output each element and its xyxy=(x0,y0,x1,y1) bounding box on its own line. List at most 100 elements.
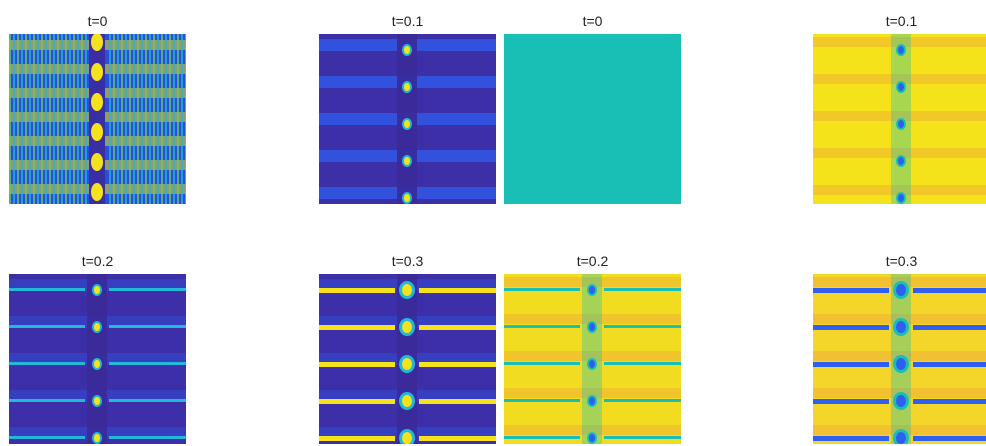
heatmap-stripe xyxy=(165,34,167,204)
heatmap-svg xyxy=(9,34,186,204)
heatmap-line xyxy=(813,288,889,293)
heatmap-spot xyxy=(898,83,904,91)
heatmap-image xyxy=(319,34,496,204)
heatmap-line xyxy=(419,362,496,367)
heatmap-svg xyxy=(9,274,186,444)
heatmap-line xyxy=(109,436,186,439)
heatmap-spot xyxy=(589,360,595,368)
heatmap-line xyxy=(504,288,580,291)
heatmap-line xyxy=(604,288,681,291)
heatmap-spot xyxy=(898,120,904,128)
heatmap-svg xyxy=(504,34,681,204)
heatmap-stripe xyxy=(181,34,183,204)
heatmap-spot xyxy=(91,34,103,51)
heatmap-line xyxy=(419,325,496,330)
heatmap-line xyxy=(319,436,395,441)
heatmap-stripe xyxy=(149,34,151,204)
heatmap-spot xyxy=(896,432,906,444)
heatmap-spot xyxy=(91,123,103,141)
heatmap-line xyxy=(319,362,395,367)
heatmap-stripe xyxy=(29,34,31,204)
heatmap-line xyxy=(504,325,580,328)
heatmap-image xyxy=(504,34,681,204)
heatmap-spot xyxy=(91,93,103,111)
heatmap-stripe xyxy=(161,34,163,204)
heatmap-line xyxy=(9,399,85,402)
heatmap-image xyxy=(9,34,186,204)
heatmap-spot xyxy=(404,83,410,91)
panel-title: t=0 xyxy=(582,13,603,29)
heatmap-spot xyxy=(589,397,595,405)
heatmap-image xyxy=(9,274,186,444)
heatmap-line xyxy=(419,288,496,293)
heatmap-band xyxy=(504,425,681,435)
heatmap-stripe xyxy=(113,34,115,204)
heatmap-stripe xyxy=(53,34,55,204)
heatmap-spot xyxy=(896,358,906,370)
heatmap-line xyxy=(319,325,395,330)
heatmap-line xyxy=(813,399,889,404)
heatmap-stripe xyxy=(17,34,19,204)
heatmap-line xyxy=(813,362,889,367)
heatmap-line xyxy=(109,288,186,291)
heatmap-stripe xyxy=(153,34,155,204)
heatmap-stripe xyxy=(81,34,83,204)
panel-title: t=0 xyxy=(87,13,108,29)
heatmap-spot xyxy=(94,397,100,405)
heatmap-spot xyxy=(404,194,410,202)
heatmap-line xyxy=(109,362,186,365)
heatmap-svg xyxy=(319,34,496,204)
heatmap-spot xyxy=(589,434,595,442)
heatmap-line xyxy=(109,325,186,328)
heatmap-stripe xyxy=(157,34,159,204)
heatmap-line xyxy=(319,399,395,404)
heatmap-line xyxy=(604,399,681,402)
heatmap-spot xyxy=(404,46,410,54)
heatmap-svg xyxy=(504,274,681,444)
panel-title: t=0.2 xyxy=(81,253,114,269)
heatmap-spot xyxy=(896,321,906,333)
heatmap-stripe xyxy=(61,34,63,204)
heatmap-line xyxy=(813,325,889,330)
heatmap-line xyxy=(419,399,496,404)
heatmap-spot xyxy=(94,434,100,442)
heatmap-band xyxy=(813,111,986,121)
heatmap-line xyxy=(813,436,889,441)
heatmap-stripe xyxy=(177,34,179,204)
heatmap-line xyxy=(604,436,681,439)
heatmap-line xyxy=(419,436,496,441)
heatmap-column xyxy=(89,34,105,204)
heatmap-spot xyxy=(91,153,103,171)
heatmap-spot xyxy=(589,286,595,294)
heatmap-stripe xyxy=(9,34,11,204)
heatmap-spot xyxy=(589,323,595,331)
panel-title: t=0.2 xyxy=(576,253,609,269)
panel-title: t=0.3 xyxy=(885,253,918,269)
heatmap-stripe xyxy=(145,34,147,204)
heatmap-spot xyxy=(898,157,904,165)
heatmap-stripe xyxy=(33,34,35,204)
heatmap-stripe xyxy=(173,34,175,204)
panel-title: t=0.1 xyxy=(391,13,424,29)
heatmap-spot xyxy=(402,432,412,444)
heatmap-line xyxy=(913,362,986,367)
heatmap-image xyxy=(813,34,986,204)
heatmap-svg xyxy=(813,34,986,204)
heatmap-spot xyxy=(402,321,412,333)
heatmap-stripe xyxy=(85,34,87,204)
heatmap-stripe xyxy=(125,34,127,204)
heatmap-stripe xyxy=(25,34,27,204)
heatmap-line xyxy=(109,399,186,402)
heatmap-band xyxy=(813,148,986,158)
heatmap-line xyxy=(604,325,681,328)
heatmap-spot xyxy=(402,284,412,296)
heatmap-spot xyxy=(402,358,412,370)
heatmap-svg xyxy=(813,274,986,444)
heatmap-band xyxy=(504,277,681,287)
heatmap-image xyxy=(504,274,681,444)
heatmap-spot xyxy=(94,360,100,368)
heatmap-stripe xyxy=(77,34,79,204)
heatmap-spot xyxy=(898,194,904,202)
heatmap-stripe xyxy=(41,34,43,204)
heatmap-spot xyxy=(896,395,906,407)
